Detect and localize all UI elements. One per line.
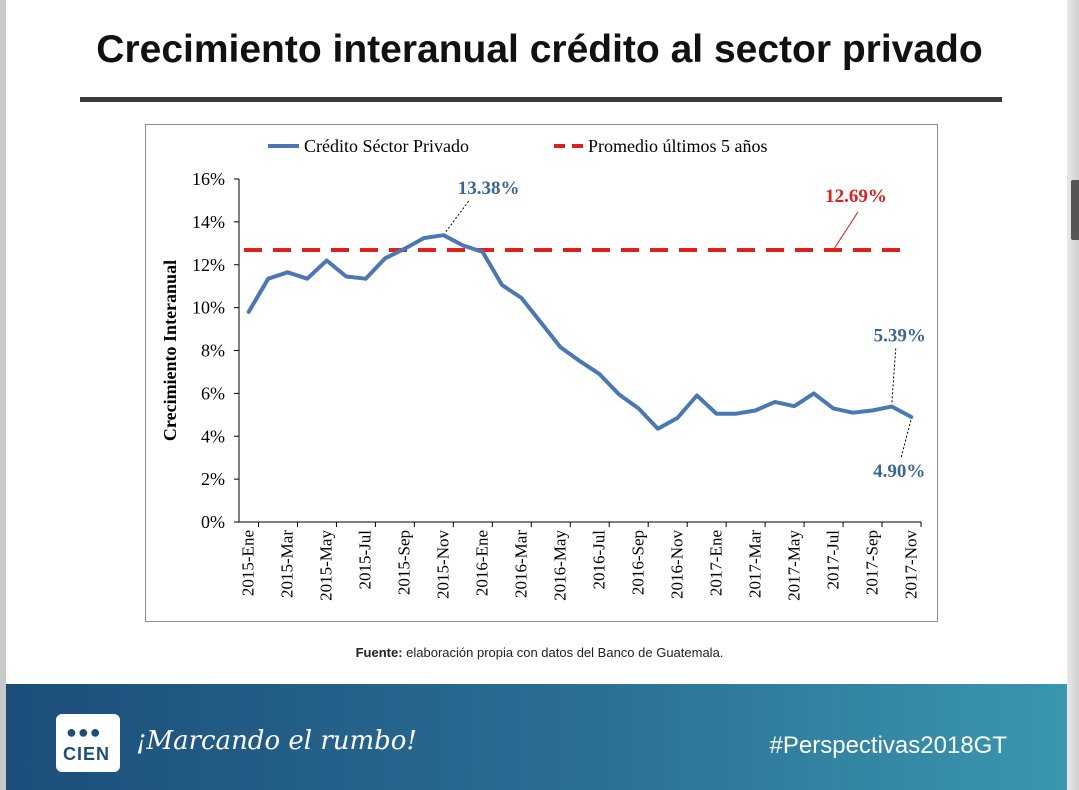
annotation-oct-2017: 5.39% (874, 325, 926, 346)
x-tick-label: 2015-Jul (356, 530, 375, 590)
right-edge-strip (1067, 0, 1079, 790)
y-axis-ticks: 0% 2% 4% 6% 8% 10% 12% 14% 16% (192, 169, 239, 532)
y-tick-label: 2% (201, 469, 225, 489)
leader-5-39 (891, 348, 897, 404)
x-tick-label: 2015-Sep (395, 530, 414, 595)
x-tick-label: 2015-Nov (434, 530, 453, 599)
y-tick-label: 0% (201, 512, 225, 532)
logo-dots: ●●● (66, 722, 102, 742)
title-underline (80, 97, 1002, 102)
annotation-nov-2017: 4.90% (873, 461, 925, 482)
x-tick-label: 2016-Jul (589, 530, 608, 590)
x-tick-label: 2016-Nov (667, 530, 686, 599)
y-tick-label: 8% (201, 341, 225, 361)
leader-12-69 (833, 211, 859, 250)
leader-13-38 (445, 200, 470, 233)
annotation-peak: 13.38% (458, 178, 520, 199)
x-tick-label: 2015-Ene (239, 530, 258, 596)
x-tick-label: 2015-Mar (278, 530, 297, 598)
x-tick-label: 2017-May (784, 530, 803, 601)
page-title: Crecimiento interanual crédito al sector… (96, 28, 983, 71)
x-axis-ticks: 2015-Ene 2015-Mar 2015-May 2015-Jul 2015-Sep… (239, 522, 922, 601)
source-text: elaboración propia con datos del Banco d… (402, 645, 724, 660)
leader-4-90 (900, 418, 912, 458)
x-tick-label: 2016-May (551, 530, 570, 601)
y-tick-label: 6% (201, 383, 225, 403)
x-tick-label: 2016-Ene (473, 530, 492, 596)
x-tick-label: 2017-Sep (862, 530, 881, 595)
x-tick-label: 2017-Ene (706, 530, 725, 596)
x-tick-label: 2017-Nov (901, 530, 920, 599)
left-edge-strip (0, 0, 6, 790)
y-tick-label: 16% (192, 169, 225, 189)
source-label: Fuente: (355, 645, 403, 660)
hashtag: #Perspectivas2018GT (769, 732, 1007, 759)
logo-text: CIEN (63, 744, 111, 764)
y-tick-label: 12% (192, 255, 225, 275)
credit-series-line (246, 233, 914, 431)
x-tick-label: 2016-Mar (512, 530, 531, 598)
legend-label-promedio: Promedio últimos 5 años (588, 136, 768, 156)
legend: Crédito Séctor Privado Promedio últimos … (268, 136, 768, 156)
annotation-average: 12.69% (825, 186, 887, 207)
right-edge-tab (1071, 180, 1079, 240)
cien-logo: ●●● CIEN (56, 714, 120, 772)
x-tick-label: 2015-May (317, 530, 336, 601)
annotations: 13.38% 12.69% 5.39% 4.90% (445, 178, 926, 482)
y-tick-label: 14% (192, 212, 225, 232)
chart-frame: Crédito Séctor Privado Promedio últimos … (145, 124, 938, 622)
x-tick-label: 2017-Mar (745, 530, 764, 598)
x-tick-label: 2017-Jul (823, 530, 842, 590)
x-tick-label: 2016-Sep (628, 530, 647, 595)
source-note: Fuente: elaboración propia con datos del… (20, 645, 1059, 660)
slogan: ¡Marcando el rumbo! (136, 726, 417, 756)
y-axis-title: Crecimiento Interanual (160, 260, 180, 441)
y-tick-label: 10% (192, 298, 225, 318)
y-tick-label: 4% (201, 426, 225, 446)
legend-label-credito: Crédito Séctor Privado (304, 136, 469, 156)
footer-banner: ●●● CIEN ¡Marcando el rumbo! #Perspectiv… (6, 684, 1067, 790)
line-chart: Crédito Séctor Privado Promedio últimos … (160, 136, 926, 601)
